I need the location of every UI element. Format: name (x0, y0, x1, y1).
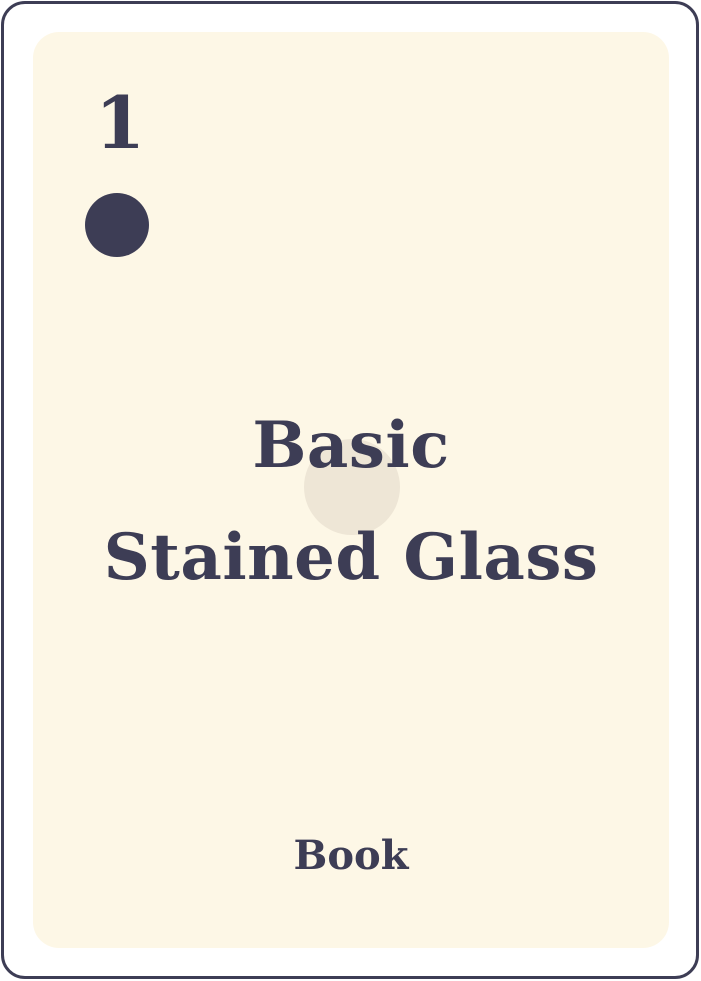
card-rank: 1 (94, 80, 146, 165)
card-title-line-2: Stained Glass (103, 520, 599, 595)
card-type-label: Book (293, 832, 409, 879)
pip-circle-icon (85, 193, 149, 257)
card-title: Basic Stained Glass (33, 390, 669, 614)
watermark-circle-icon (304, 439, 400, 535)
card-title-line-1: Basic (252, 408, 450, 483)
card-face: 1 Basic Stained Glass Book (33, 32, 669, 948)
